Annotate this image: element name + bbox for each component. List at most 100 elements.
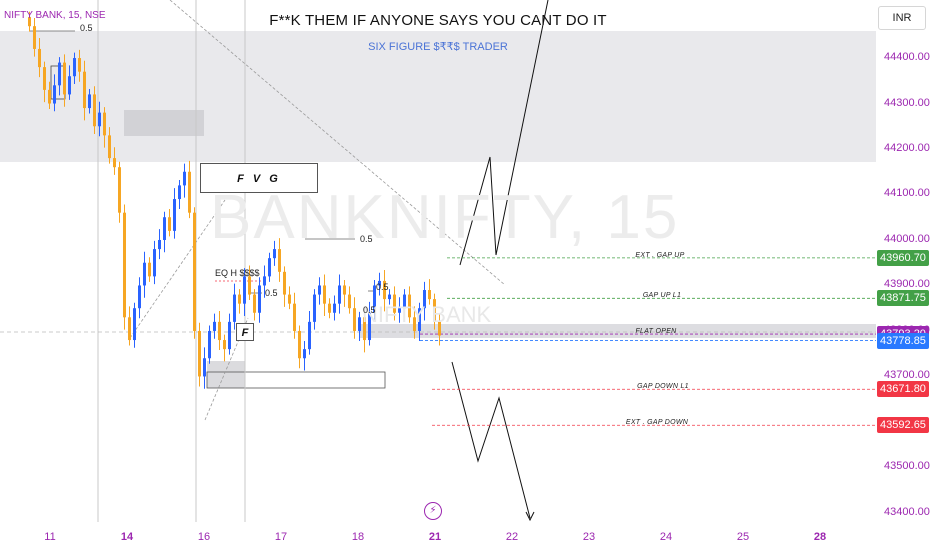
candle-body	[128, 317, 131, 341]
level-label: GAP UP L1	[642, 292, 682, 300]
demand-zone	[207, 361, 245, 388]
x-tick-label: 14	[120, 531, 134, 543]
candle-body	[408, 294, 411, 318]
candle-body	[383, 280, 386, 300]
candle-body	[433, 299, 436, 322]
symbol-title[interactable]: NIFTY BANK, 15, NSE	[4, 10, 106, 21]
fib-label: 0.5	[360, 234, 373, 244]
candle-body	[253, 294, 256, 313]
chart-watermark: BANKNIFTY, 15	[210, 183, 680, 252]
candle-body	[388, 294, 391, 300]
y-tick-label: 43500.00	[884, 460, 930, 473]
projection-up	[459, 0, 549, 266]
candle-body	[343, 285, 346, 295]
candle-body	[63, 62, 66, 95]
candle-body	[398, 308, 401, 313]
x-tick-label: 18	[351, 531, 365, 543]
fib-label: 0.5	[376, 282, 389, 292]
candle-body	[158, 239, 161, 250]
trend-line	[129, 199, 226, 339]
candle-body	[418, 308, 421, 331]
demand-box	[206, 371, 386, 389]
price-badge: 43592.65	[877, 417, 929, 434]
candle-body	[68, 76, 71, 95]
candle-body	[423, 290, 426, 309]
candle-body	[328, 303, 331, 313]
fvg-label: F V G	[200, 163, 318, 193]
eq-high-label: EQ H $$$$	[215, 268, 260, 278]
candle-body	[163, 217, 166, 240]
level-label: FLAT OPEN	[635, 328, 677, 336]
candle-body	[183, 171, 186, 186]
candle-body	[53, 85, 56, 104]
f-label: F	[236, 323, 254, 341]
candle-body	[228, 321, 231, 350]
price-badge: 43960.70	[877, 249, 929, 266]
price-badge: 43671.80	[877, 381, 929, 398]
level-lines	[420, 257, 876, 426]
candle-body	[358, 317, 361, 331]
candle-body	[223, 340, 226, 350]
arrow-head	[525, 511, 535, 522]
fib-label: 0.5	[363, 305, 376, 315]
candle-body	[263, 276, 266, 286]
candle-body	[98, 112, 101, 127]
projection-down	[451, 361, 531, 519]
y-tick-label: 44300.00	[884, 96, 930, 109]
candle-body	[373, 285, 376, 313]
candle-body	[273, 249, 276, 259]
candle-body	[93, 94, 96, 127]
candle-body	[238, 294, 241, 304]
level-label: EXT . GAP UP	[635, 251, 685, 259]
lightning-icon[interactable]: ⚡	[424, 502, 442, 520]
candle-body	[148, 262, 151, 277]
x-tick-label: 23	[582, 531, 596, 543]
y-tick-label: 44000.00	[884, 232, 930, 245]
candle-body	[368, 312, 371, 341]
supply-zone	[0, 31, 876, 162]
candle-body	[123, 212, 126, 318]
candle-body	[78, 58, 81, 72]
x-tick-label: 16	[197, 531, 211, 543]
candle-body	[178, 185, 181, 200]
candle-body	[133, 308, 136, 341]
candle-body	[308, 321, 311, 350]
candle-body	[88, 94, 91, 109]
candle-body	[48, 89, 51, 104]
level-label: GAP DOWN L1	[637, 383, 689, 391]
x-tick-label: 21	[428, 531, 442, 543]
x-tick-label: 11	[44, 531, 56, 543]
candle-body	[283, 271, 286, 295]
x-tick-label: 28	[813, 531, 827, 543]
candle-body	[378, 280, 381, 286]
candle-body	[218, 321, 221, 341]
x-tick-label: 22	[505, 531, 519, 543]
candle-body	[298, 330, 301, 359]
candle-body	[258, 285, 261, 313]
level-label: EXT . GAP DOWN	[625, 419, 689, 427]
candle-body	[393, 294, 396, 313]
candle-body	[233, 294, 236, 322]
candle-body	[138, 285, 141, 309]
flat-open-zone	[360, 324, 876, 338]
candle-body	[168, 217, 171, 231]
fib-label: 0.5	[80, 23, 93, 33]
candle-body	[348, 294, 351, 309]
x-tick-label: 24	[659, 531, 673, 543]
candle-body	[43, 67, 46, 90]
candle-body	[293, 303, 296, 331]
y-tick-label: 43400.00	[884, 505, 930, 518]
currency-selector[interactable]: INR	[878, 6, 926, 30]
candle-body	[58, 62, 61, 86]
candle-body	[203, 358, 206, 377]
y-tick-label: 43900.00	[884, 278, 930, 291]
candle-body	[113, 158, 116, 168]
candle-body	[243, 276, 246, 304]
candles	[28, 11, 441, 389]
candle-body	[28, 17, 31, 27]
candle-body	[248, 276, 251, 295]
candle-body	[428, 290, 431, 300]
candle-body	[413, 317, 416, 331]
candle-body	[318, 285, 321, 295]
